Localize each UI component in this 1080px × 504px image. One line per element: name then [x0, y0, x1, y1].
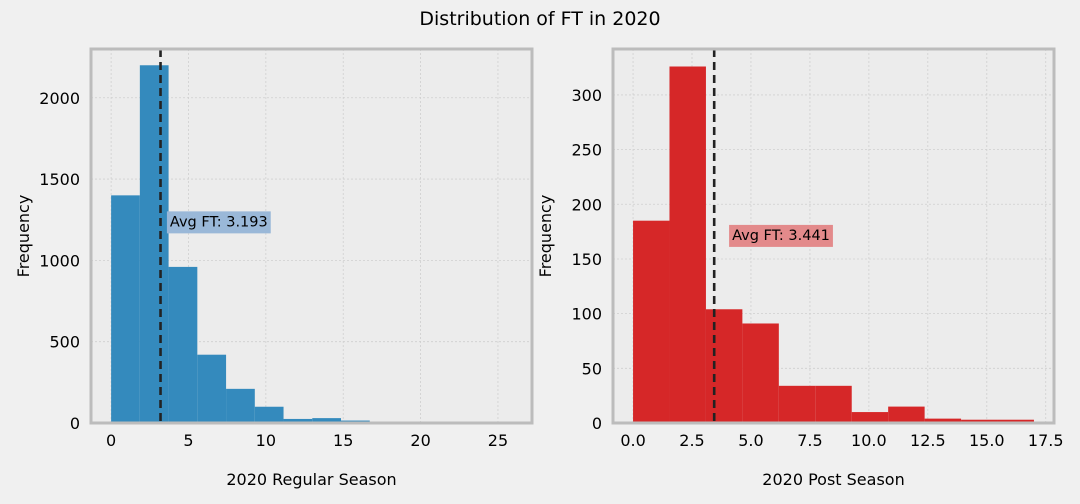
x-tick-label: 10.0	[851, 431, 887, 450]
histogram-bar	[815, 385, 852, 423]
x-tick-label: 5.0	[738, 431, 763, 450]
histogram-bar	[139, 65, 169, 424]
histogram-bar	[111, 195, 140, 423]
y-tick-label: 300	[571, 86, 602, 105]
histogram-bar	[168, 266, 198, 423]
axes-frame	[89, 47, 534, 425]
x-tick-label: 25	[488, 431, 508, 450]
annotation-text: Avg FT: 3.193	[170, 214, 268, 230]
mean-annotation: Avg FT: 3.193	[166, 211, 271, 234]
mean-annotation: Avg FT: 3.441	[729, 224, 833, 247]
x-tick-label: 0	[106, 431, 116, 450]
x-tick-label: 0.0	[620, 431, 645, 450]
x-tick-labels: 0 5 10 15 20 25	[106, 431, 508, 450]
y-tick-label: 2000	[39, 89, 80, 108]
histogram-bar	[888, 406, 925, 423]
histogram-bar	[669, 66, 706, 424]
y-tick-label: 100	[571, 305, 602, 324]
histogram-bar	[633, 220, 670, 423]
histogram-bar	[197, 354, 227, 423]
y-axis-label: Frequency	[536, 195, 555, 278]
figure-title: Distribution of FT in 2020	[419, 8, 660, 30]
histogram-bar	[312, 418, 342, 423]
x-tick-label: 10	[256, 431, 276, 450]
y-tick-labels: 0 50 100 150 200 250 300	[571, 86, 602, 433]
histogram-bar	[742, 323, 779, 423]
y-tick-label: 500	[49, 333, 80, 352]
histogram-bar	[705, 309, 743, 423]
histogram-bar	[226, 388, 255, 423]
y-tick-label: 200	[571, 195, 602, 214]
histogram-bars	[111, 65, 514, 424]
x-tick-label: 12.5	[910, 431, 946, 450]
annotation-box	[729, 224, 833, 247]
x-tick-label: 15	[333, 431, 353, 450]
y-tick-label: 0	[70, 414, 80, 433]
histogram-bar	[778, 385, 816, 423]
histogram-bar	[997, 419, 1034, 423]
x-axis-label: 2020 Post Season	[762, 470, 904, 489]
y-tick-label: 0	[592, 414, 602, 433]
x-tick-label: 17.5	[1028, 431, 1064, 450]
histogram-bar	[254, 406, 284, 423]
annotation-text: Avg FT: 3.441	[732, 228, 830, 244]
x-tick-labels: 0.0 2.5 5.0 7.5 10.0 12.5 15.0 17.5	[620, 431, 1063, 450]
histogram-bar	[961, 419, 998, 423]
y-tick-labels: 0 500 1000 1500 2000	[39, 89, 80, 433]
histogram-bar	[283, 418, 313, 423]
x-tick-label: 7.5	[797, 431, 822, 450]
y-tick-label: 1500	[39, 170, 80, 189]
y-tick-label: 50	[582, 359, 602, 378]
histogram-bars	[633, 66, 1034, 424]
chart-regular-season: Avg FT: 3.193 0 5 10 15 20 25 0 500 1000 1500 2000 2…	[14, 47, 534, 489]
annotation-box	[166, 211, 271, 234]
x-axis-label: 2020 Regular Season	[226, 470, 396, 489]
x-tick-label: 20	[410, 431, 430, 450]
y-tick-label: 150	[571, 250, 602, 269]
axes-frame	[611, 47, 1056, 425]
x-tick-label: 15.0	[969, 431, 1005, 450]
x-tick-label: 2.5	[679, 431, 704, 450]
chart-post-season: Avg FT: 3.441 0.0 2.5 5.0 7.5 10.0 12.5 15.0 17.…	[536, 47, 1064, 489]
histogram-bar	[924, 418, 962, 423]
histogram-bar	[851, 412, 889, 423]
x-tick-label: 5	[183, 431, 193, 450]
y-tick-label: 1000	[39, 251, 80, 270]
y-tick-label: 250	[571, 141, 602, 160]
y-axis-label: Frequency	[14, 195, 33, 278]
